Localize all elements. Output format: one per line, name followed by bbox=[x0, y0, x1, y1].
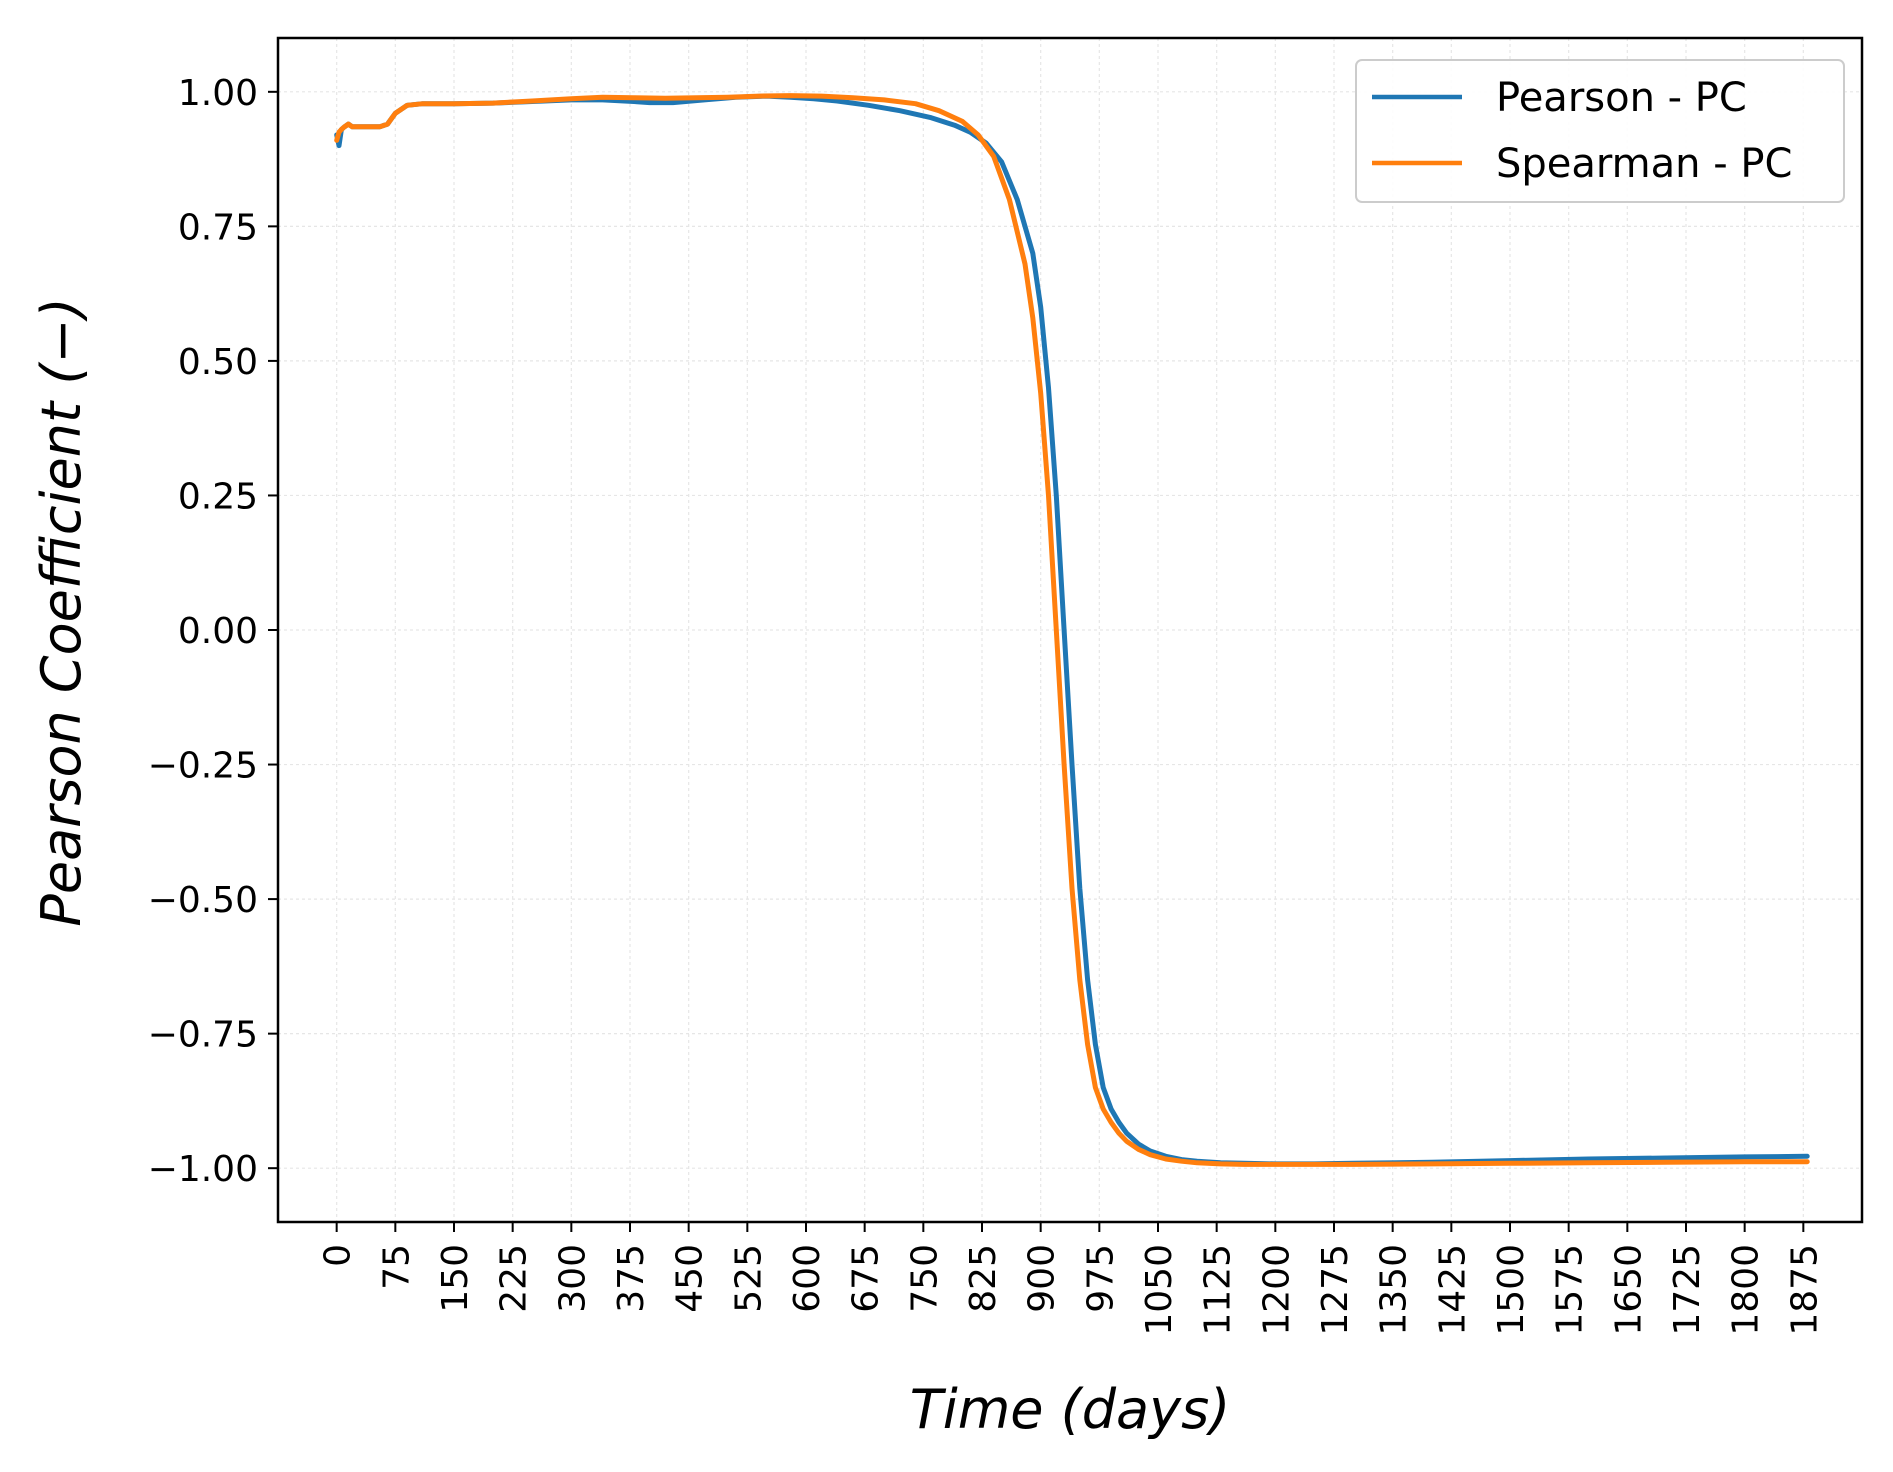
x-tick-label: 1125 bbox=[1198, 1244, 1239, 1336]
x-axis-title: Time (days) bbox=[910, 1378, 1231, 1441]
x-tick-label: 1725 bbox=[1667, 1244, 1708, 1336]
x-tick-label: 450 bbox=[670, 1244, 711, 1313]
x-tick-label: 900 bbox=[1022, 1244, 1063, 1313]
series-lines bbox=[334, 93, 1810, 1167]
x-tick-label: 1425 bbox=[1432, 1244, 1473, 1336]
x-tick-label: 600 bbox=[787, 1244, 828, 1313]
x-tick-label: 675 bbox=[846, 1244, 887, 1313]
x-tick-label: 0 bbox=[318, 1244, 359, 1267]
y-tick-label: 0.25 bbox=[178, 476, 258, 517]
y-tick-label: 0.75 bbox=[178, 207, 258, 248]
y-tick-label: 0.00 bbox=[178, 611, 258, 652]
x-tick-label: 1800 bbox=[1726, 1244, 1767, 1336]
x-tick-label: 1500 bbox=[1491, 1244, 1532, 1336]
y-tick-label: −0.75 bbox=[148, 1015, 258, 1056]
x-tick-label: 525 bbox=[728, 1244, 769, 1313]
y-tick-label: −0.25 bbox=[148, 746, 258, 787]
y-tick-label: 1.00 bbox=[178, 73, 258, 114]
x-tick-label: 375 bbox=[611, 1244, 652, 1313]
legend: Pearson - PC Spearman - PC bbox=[1355, 59, 1845, 203]
x-tick-label: 1650 bbox=[1608, 1244, 1649, 1336]
y-tick-label: −0.50 bbox=[148, 880, 258, 921]
grid bbox=[278, 38, 1862, 1222]
x-tick-label: 1350 bbox=[1374, 1244, 1415, 1336]
x-tick-label: 825 bbox=[963, 1244, 1004, 1313]
x-tick-label: 300 bbox=[552, 1244, 593, 1313]
x-tick-label: 225 bbox=[494, 1244, 535, 1313]
axis-ticks bbox=[268, 90, 1805, 1232]
series-line-spearman bbox=[334, 93, 1810, 1167]
tick-labels: 1.00 0.75 0.50 0.25 0.00 −0.25 −0.50 −0.75 −1.00… bbox=[148, 73, 1826, 1336]
legend-box bbox=[1355, 59, 1845, 203]
x-tick-label: 750 bbox=[904, 1244, 945, 1313]
x-tick-label: 1575 bbox=[1550, 1244, 1591, 1336]
x-tick-label: 150 bbox=[435, 1244, 476, 1313]
legend-label-pearson: Pearson - PC bbox=[1496, 75, 1747, 121]
y-tick-label: 0.50 bbox=[178, 342, 258, 383]
x-tick-label: 1275 bbox=[1315, 1244, 1356, 1336]
y-tick-label: −1.00 bbox=[148, 1149, 258, 1190]
x-tick-label: 1200 bbox=[1256, 1244, 1297, 1336]
legend-label-spearman: Spearman - PC bbox=[1496, 141, 1792, 187]
x-tick-label: 1050 bbox=[1139, 1244, 1180, 1336]
x-tick-label: 975 bbox=[1080, 1244, 1121, 1313]
y-axis-title: Pearson Coefficient (−) bbox=[30, 297, 93, 926]
x-tick-label: 1875 bbox=[1784, 1244, 1825, 1336]
x-tick-label: 75 bbox=[376, 1244, 417, 1290]
